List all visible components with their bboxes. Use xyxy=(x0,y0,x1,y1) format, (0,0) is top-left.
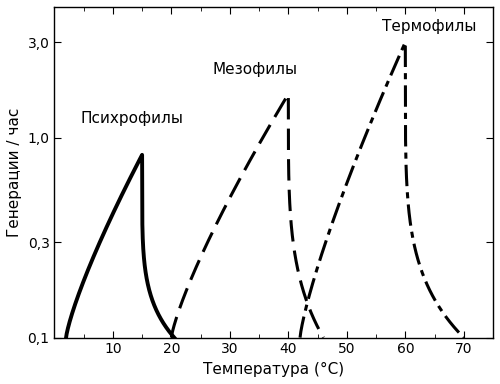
Text: Психрофилы: Психрофилы xyxy=(80,111,184,126)
Text: Термофилы: Термофилы xyxy=(382,19,476,34)
Text: Мезофилы: Мезофилы xyxy=(212,61,298,77)
Y-axis label: Генерации / час: Генерации / час xyxy=(7,108,22,237)
X-axis label: Температура (°C): Температура (°C) xyxy=(203,362,344,377)
